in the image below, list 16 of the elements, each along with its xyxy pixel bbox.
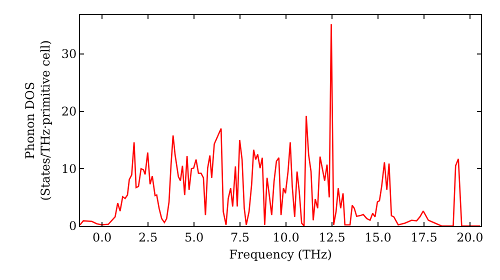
y-axis-title: Phonon DOS (States/THz·primitive cell) [23, 40, 53, 201]
x-tick-label: 7.5 [230, 230, 250, 244]
x-tick-label: 5.0 [184, 230, 204, 244]
x-tick-label: 17.5 [410, 230, 438, 244]
x-tick-label: 2.5 [138, 230, 158, 244]
line-series [80, 24, 481, 226]
x-tick-label: 20.0 [456, 230, 484, 244]
y-tick-label: 0 [68, 219, 77, 234]
x-tick-label: 15.0 [364, 230, 392, 244]
y-tick-label: 20 [61, 104, 77, 119]
x-axis-title: Frequency (THz) [229, 247, 332, 262]
x-tick-label: 0.0 [92, 230, 112, 244]
x-tick-label: 10.0 [272, 230, 300, 244]
x-tick-label: 12.5 [318, 230, 346, 244]
y-tick-label: 30 [61, 47, 77, 62]
y-tick-label: 10 [61, 162, 77, 176]
